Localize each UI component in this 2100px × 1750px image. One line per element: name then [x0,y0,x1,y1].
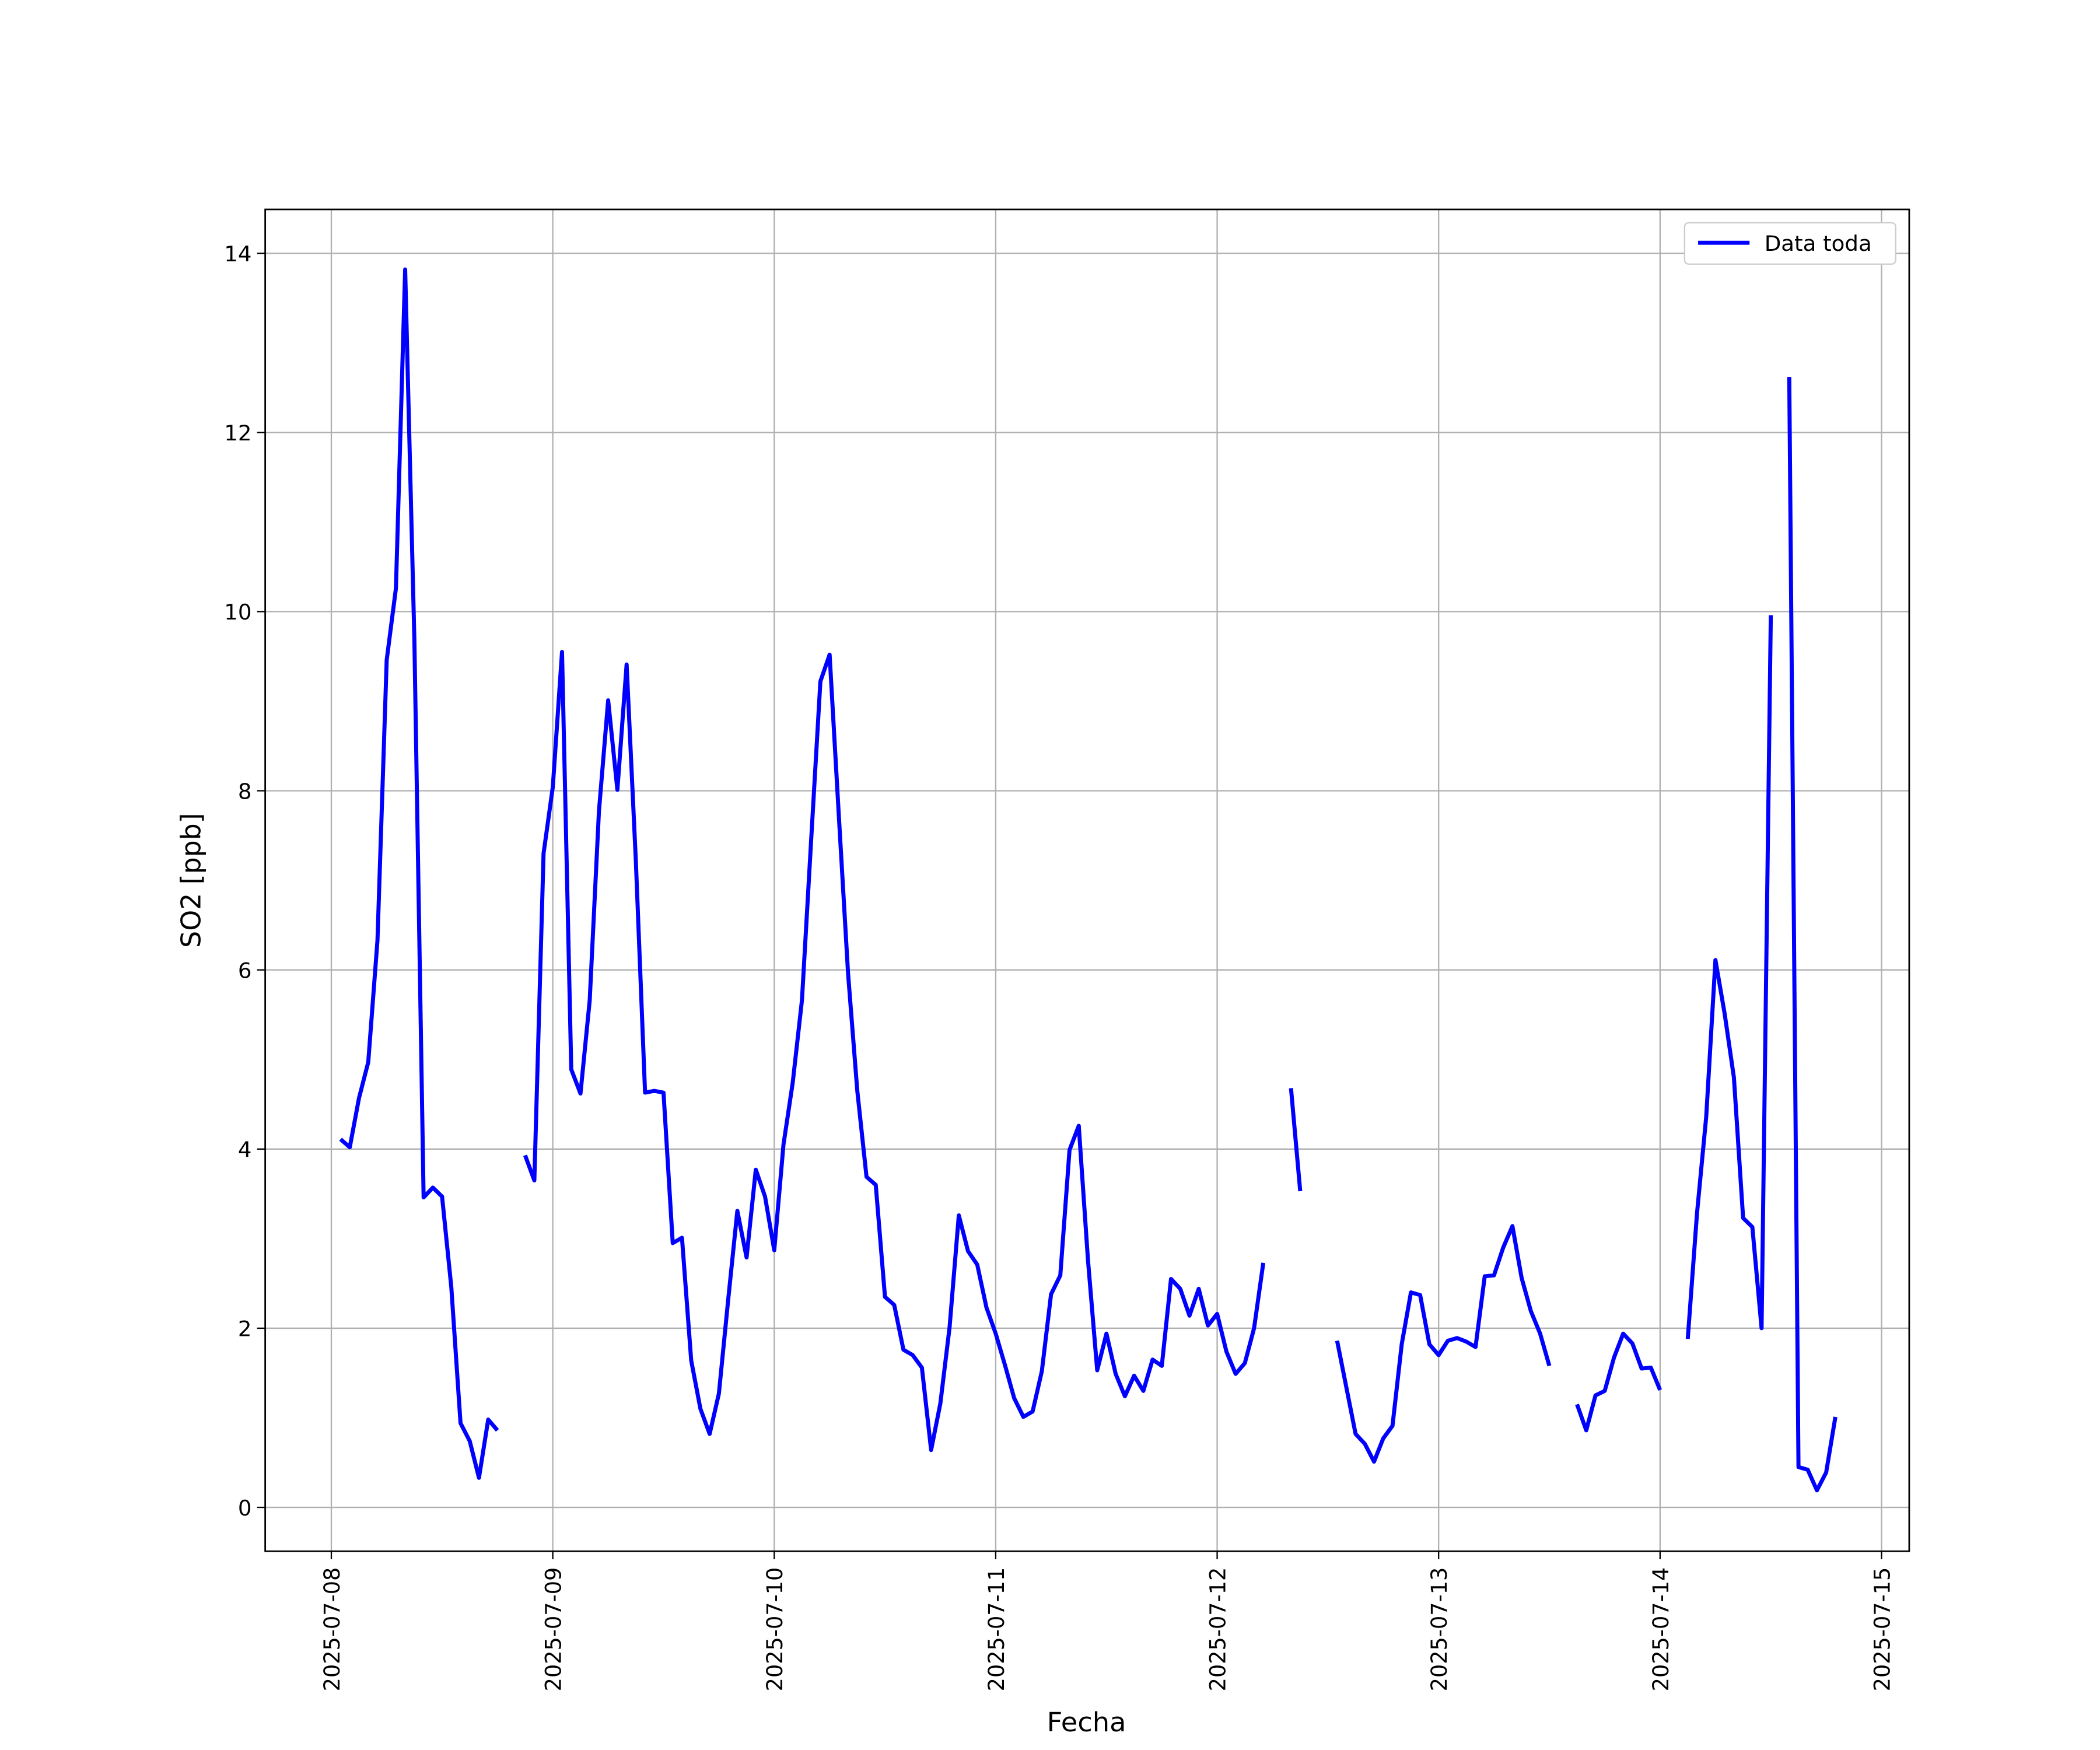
y-tick-label: 14 [224,242,251,267]
y-tick-label: 10 [224,600,251,625]
legend-label: Data toda [1765,231,1872,256]
y-tick-label: 0 [238,1496,252,1521]
x-axis-label: Fecha [1047,1706,1126,1738]
legend-box [1684,222,1896,265]
y-tick-label: 8 [238,779,252,804]
x-tick-label: 2025-07-12 [1205,1567,1230,1692]
x-tick-label: 2025-07-09 [541,1567,566,1692]
x-tick-label: 2025-07-14 [1648,1567,1674,1692]
x-tick-label: 2025-07-15 [1870,1567,1895,1692]
x-tick-label: 2025-07-10 [762,1567,788,1692]
x-tick-label: 2025-07-11 [984,1567,1009,1692]
y-axis-label: SO2 [ppb] [175,813,206,947]
legend: Data toda [1684,222,1896,265]
y-tick-label: 6 [238,958,252,984]
y-tick-label: 4 [238,1138,252,1163]
data-line [339,267,1838,1493]
y-tick-label: 2 [238,1317,252,1342]
x-tick-label: 2025-07-08 [320,1567,345,1692]
y-tick-label: 12 [224,421,251,446]
plot-background [265,209,1909,1552]
x-tick-label: 2025-07-13 [1427,1567,1452,1692]
plot-frame [264,208,1910,1552]
